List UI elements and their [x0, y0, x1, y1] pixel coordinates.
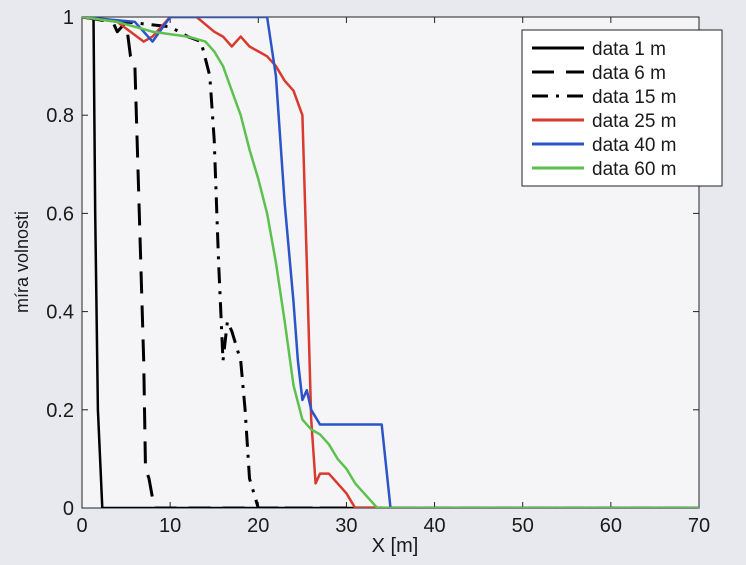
- x-tick-label: 0: [76, 515, 87, 537]
- x-tick-label: 40: [423, 515, 445, 537]
- y-tick-label: 0.2: [46, 400, 74, 422]
- x-tick-label: 10: [159, 515, 181, 537]
- legend-label: data 60 m: [592, 159, 677, 180]
- series-line-5: [82, 17, 699, 508]
- axis-ticks: 0 10 20 30 40 50 60 70 0 0.2 0.4 0.6 0.8 1: [46, 7, 710, 537]
- series-line-6: [82, 17, 699, 508]
- series-line-1: [82, 17, 699, 508]
- legend-label: data 1 m: [592, 39, 666, 60]
- legend-label: data 15 m: [592, 87, 677, 108]
- y-tick-label: 0.4: [46, 302, 74, 324]
- series-line-2: [82, 17, 699, 508]
- x-tick-label: 30: [335, 515, 357, 537]
- y-axis-label: míra volnosti: [12, 211, 32, 313]
- x-tick-label: 20: [247, 515, 269, 537]
- y-tick-label: 0: [63, 498, 74, 520]
- x-tick-label: 70: [688, 515, 710, 537]
- y-tick-label: 0.6: [46, 203, 74, 225]
- x-tick-label: 60: [600, 515, 622, 537]
- legend-label: data 40 m: [592, 135, 677, 156]
- legend-label: data 25 m: [592, 111, 677, 132]
- legend-label: data 6 m: [592, 63, 666, 84]
- x-axis-label: X [m]: [372, 535, 419, 557]
- legend-box: [521, 29, 723, 187]
- y-tick-label: 0.8: [46, 105, 74, 127]
- x-tick-label: 50: [512, 515, 534, 537]
- series-lines: [82, 17, 699, 508]
- legend: data 1 m data 6 m data 15 m data 25 m data 4…: [521, 29, 723, 187]
- y-tick-label: 1: [63, 7, 74, 29]
